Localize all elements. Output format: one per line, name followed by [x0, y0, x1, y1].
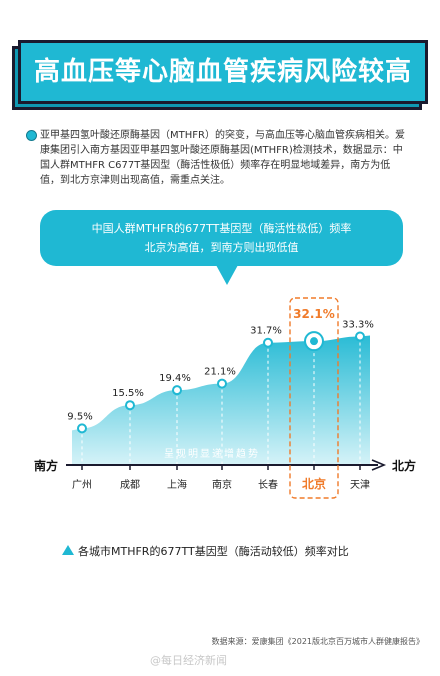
category-label-广州: 广州 [72, 479, 92, 491]
data-point-长春 [263, 337, 273, 348]
axis-right-label: 北方 [392, 458, 416, 473]
chart-caption: 各城市MTHFR的677TT基因型（酶活动较低）频率对比 [78, 545, 349, 558]
callout-line1: 中国人群MTHFR的677TT基因型（酶活性极低）频率 [91, 222, 352, 235]
value-label-长春: 31.7% [250, 326, 282, 337]
category-label-长春: 长春 [258, 479, 278, 491]
source-note: 数据来源：爱康集团《2021版北京百万城市人群健康报告》 [211, 637, 424, 646]
data-point-广州 [77, 423, 87, 434]
callout-tail [216, 265, 238, 285]
callout-line2: 北京为高值，到南方则出现低值 [144, 241, 299, 254]
title-banner: 高血压等心脑血管疾病风险较高 [0, 40, 440, 110]
bullet-dot-icon [26, 130, 37, 141]
intro-paragraph: 亚甲基四氢叶酸还原酶基因（MTHFR）的突变，与高血压等心脑血管疾病相关。爱康集… [26, 128, 410, 188]
callout-bubble: 中国人群MTHFR的677TT基因型（酶活性极低）频率 北京为高值，到南方则出现… [40, 210, 403, 266]
data-point-core-北京 [310, 337, 318, 346]
banner-box [18, 40, 428, 104]
category-label-上海: 上海 [167, 478, 187, 491]
value-label-南京: 21.1% [204, 367, 236, 378]
value-label-上海: 19.4% [159, 373, 191, 384]
data-point-南京 [217, 378, 227, 389]
page-title: 高血压等心脑血管疾病风险较高 [33, 57, 412, 87]
category-label-成都: 成都 [120, 479, 140, 491]
value-label-广州: 9.5% [67, 411, 92, 422]
category-label-北京: 北京 [302, 476, 326, 491]
trend-label: 呈现明显递增趋势 [164, 447, 260, 460]
value-label-成都: 15.5% [112, 388, 144, 399]
intro-text: 亚甲基四氢叶酸还原酶基因（MTHFR）的突变，与高血压等心脑血管疾病相关。爱康集… [40, 130, 405, 186]
area-fill [72, 335, 370, 465]
watermark: @每日经济新闻 [150, 654, 227, 667]
data-point-成都 [125, 400, 135, 411]
value-label-天津: 33.3% [342, 320, 374, 331]
category-label-南京: 南京 [212, 478, 232, 491]
data-point-上海 [172, 385, 182, 396]
highlight-frame [289, 297, 339, 499]
data-point-天津 [355, 331, 365, 342]
axis-left-label: 南方 [34, 458, 58, 473]
axis-arrow-icon [371, 459, 387, 471]
value-label-北京: 32.1% [293, 307, 335, 321]
category-label-天津: 天津 [350, 479, 370, 491]
triangle-icon [62, 545, 74, 555]
